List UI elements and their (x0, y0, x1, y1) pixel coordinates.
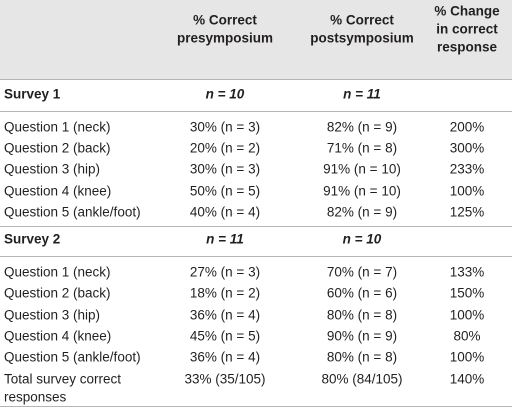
cell: 140% (450, 372, 485, 387)
cell: 82% (n = 9) (327, 205, 397, 220)
row-label: Question 1 (neck) (4, 265, 111, 280)
cell: 36% (n = 4) (190, 308, 260, 323)
cell: 70% (n = 7) (327, 265, 397, 280)
row-label: Question 2 (back) (4, 286, 111, 301)
row-label: Question 4 (knee) (4, 329, 111, 344)
row-label: Question 2 (back) (4, 141, 111, 156)
cell: 91% (n = 10) (323, 184, 401, 199)
column-header: presymposium (177, 31, 273, 46)
row-label: responses (4, 390, 67, 405)
cell: 133% (450, 265, 485, 280)
cell: 30% (n = 3) (190, 120, 260, 135)
row-label: Question 4 (knee) (4, 184, 111, 199)
column-header: response (437, 40, 498, 55)
cell: 50% (n = 5) (190, 184, 260, 199)
column-header: % Correct (193, 13, 257, 28)
row-label: Question 1 (neck) (4, 120, 111, 135)
section-n: n = 11 (206, 232, 244, 247)
cell: 80% (n = 8) (327, 350, 397, 365)
row-label: Question 5 (ankle/foot) (4, 350, 141, 365)
cell: 100% (450, 308, 485, 323)
cell: 40% (n = 4) (190, 205, 260, 220)
cell: 33% (35/105) (184, 372, 265, 387)
cell: 82% (n = 9) (327, 120, 397, 135)
cell: 91% (n = 10) (323, 162, 401, 177)
row-label: Question 3 (hip) (4, 162, 100, 177)
column-header: in correct (436, 22, 498, 37)
header-background (0, 0, 512, 79)
cell: 27% (n = 3) (190, 265, 260, 280)
cell: 90% (n = 9) (327, 329, 397, 344)
cell: 18% (n = 2) (190, 286, 260, 301)
column-header: postsymposium (310, 31, 414, 46)
section-n: n = 10 (343, 232, 382, 247)
row-label: Question 3 (hip) (4, 308, 100, 323)
cell: 36% (n = 4) (190, 350, 260, 365)
cell: 100% (450, 184, 485, 199)
row-label: Total survey correct (4, 372, 121, 387)
section-n: n = 10 (206, 87, 245, 102)
cell: 125% (450, 205, 485, 220)
cell: 80% (84/105) (321, 372, 402, 387)
cell: 80% (n = 8) (327, 308, 397, 323)
section-label: Survey 2 (4, 232, 60, 247)
cell: 80% (453, 329, 480, 344)
column-header: % Change (434, 4, 500, 19)
cell: 60% (n = 6) (327, 286, 397, 301)
cell: 71% (n = 8) (327, 141, 397, 156)
row-label: Question 5 (ankle/foot) (4, 205, 141, 220)
cell: 233% (450, 162, 485, 177)
cell: 150% (450, 286, 485, 301)
column-header: % Correct (330, 13, 394, 28)
cell: 20% (n = 2) (190, 141, 260, 156)
cell: 200% (450, 120, 485, 135)
section-label: Survey 1 (4, 87, 61, 102)
section-n: n = 11 (343, 87, 381, 102)
cell: 100% (450, 350, 485, 365)
cell: 300% (450, 141, 485, 156)
cell: 30% (n = 3) (190, 162, 260, 177)
cell: 45% (n = 5) (190, 329, 260, 344)
